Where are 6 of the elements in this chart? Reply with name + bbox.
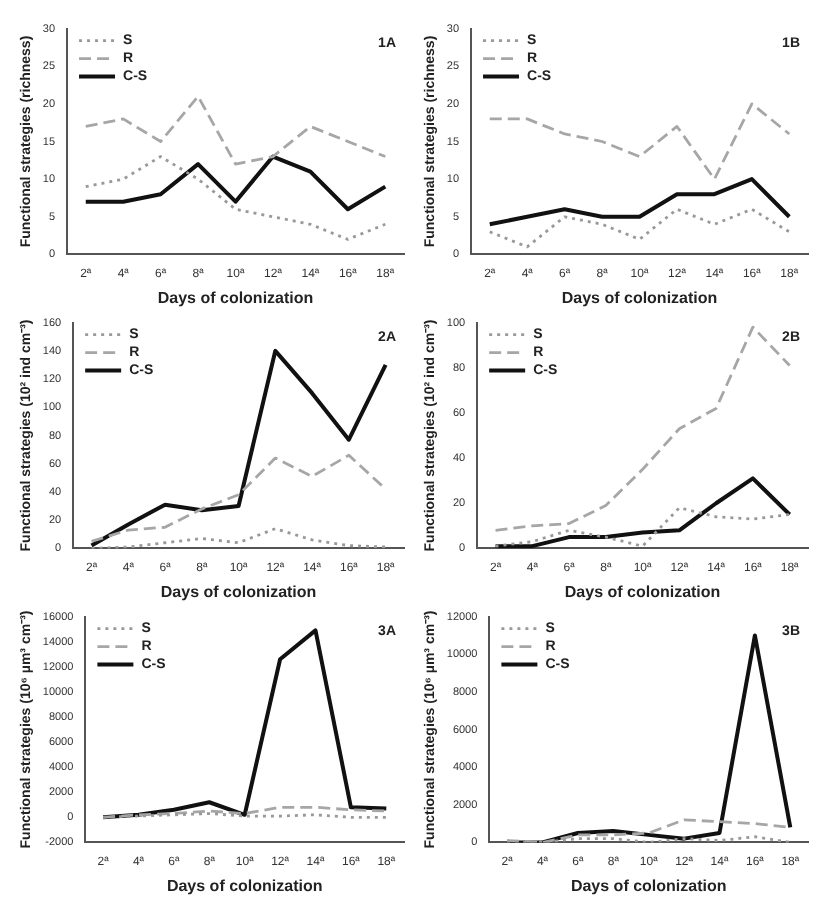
x-axis-title: Days of colonization [160,582,317,601]
x-axis-title: Days of colonization [157,288,314,307]
x-axis-title: Days of colonization [570,876,727,895]
x-axis-title: Days of colonization [166,876,323,895]
x-axis-title: Days of colonization [561,288,718,307]
x-axis-title: Days of colonization [564,582,721,601]
